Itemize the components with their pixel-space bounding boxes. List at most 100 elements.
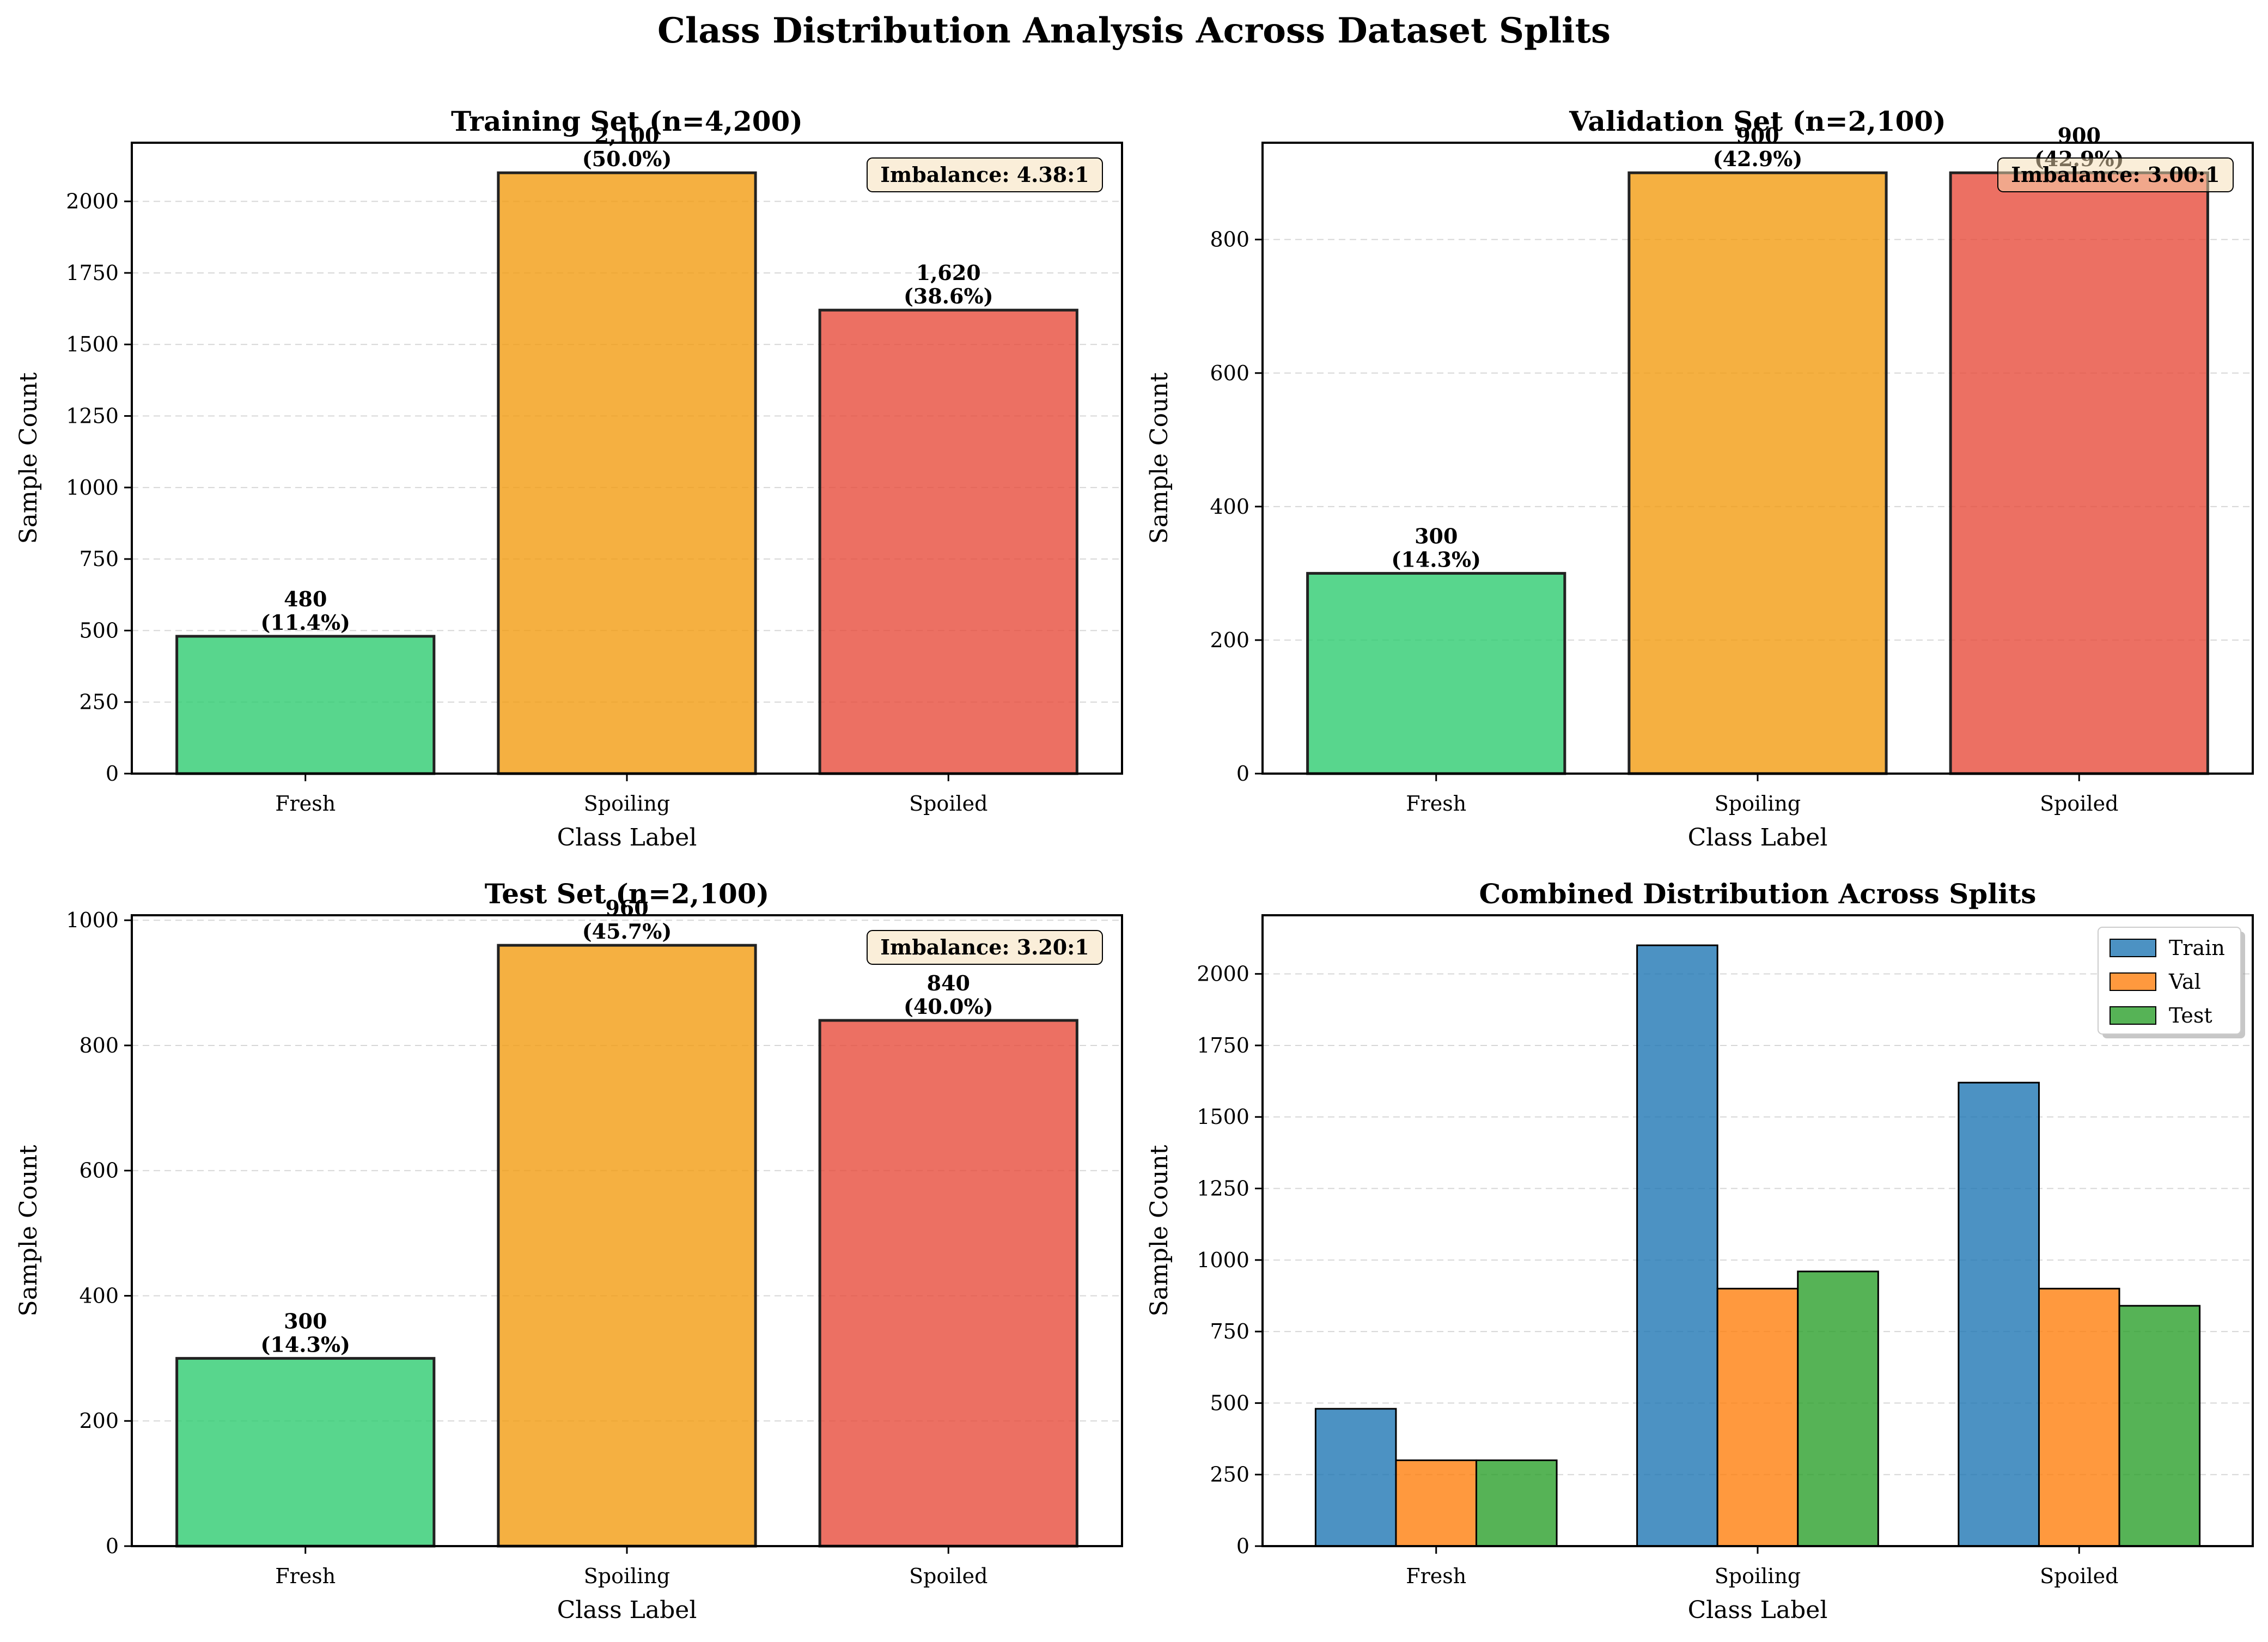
bar-value-label: 300 bbox=[1415, 524, 1458, 548]
bar bbox=[1627, 171, 1888, 775]
imbalance-box bbox=[1997, 157, 2234, 192]
x-tick-label: Fresh bbox=[275, 1564, 336, 1588]
y-tick-label: 600 bbox=[79, 1159, 119, 1183]
x-tick-label: Spoiling bbox=[1715, 1564, 1801, 1588]
bar-value-label: 840 bbox=[927, 971, 970, 995]
panels: 480(11.4%)2,100(50.0%)1,620(38.6%)025050… bbox=[15, 105, 2254, 1624]
y-tick-label: 1750 bbox=[66, 261, 119, 285]
bar bbox=[175, 635, 436, 775]
bar-value-label: 1,620 bbox=[916, 260, 981, 285]
x-axis-label: Class Label bbox=[557, 824, 697, 852]
y-tick-label: 1250 bbox=[66, 404, 119, 428]
y-tick-label: 600 bbox=[1210, 361, 1249, 385]
panel-title: Validation Set (n=2,100) bbox=[1569, 105, 1946, 137]
bar bbox=[2038, 1287, 2120, 1547]
x-axis-label: Class Label bbox=[1688, 824, 1828, 852]
y-tick-label: 0 bbox=[1236, 1534, 1249, 1558]
y-tick-label: 2000 bbox=[66, 190, 119, 214]
y-axis-label: Sample Count bbox=[15, 372, 42, 544]
y-tick-label: 800 bbox=[79, 1033, 119, 1057]
bar-percent-label: (45.7%) bbox=[582, 919, 672, 944]
bar-percent-label: (14.3%) bbox=[1391, 547, 1481, 571]
legend-label: Train bbox=[2169, 936, 2225, 960]
panel-title: Training Set (n=4,200) bbox=[451, 105, 803, 137]
y-tick-label: 400 bbox=[1210, 495, 1249, 519]
imbalance-label: Imbalance: 3.00:1 bbox=[2011, 162, 2220, 187]
bar bbox=[1306, 571, 1566, 775]
y-tick-label: 0 bbox=[106, 762, 119, 786]
bar bbox=[497, 944, 757, 1548]
legend-label: Test bbox=[2169, 1004, 2212, 1027]
legend-label: Val bbox=[2168, 970, 2201, 994]
y-tick-label: 1750 bbox=[1197, 1033, 1249, 1057]
x-tick-label: Spoiled bbox=[2040, 1564, 2118, 1588]
y-tick-label: 250 bbox=[1210, 1463, 1249, 1487]
bar-percent-label: (50.0%) bbox=[582, 147, 672, 171]
y-axis-label: Sample Count bbox=[1145, 372, 1173, 544]
panel-2: 300(14.3%)900(42.9%)900(42.9%)0200400600… bbox=[1145, 105, 2254, 852]
y-axis-label: Sample Count bbox=[15, 1145, 42, 1316]
bar-percent-label: (42.9%) bbox=[1713, 147, 1803, 171]
y-tick-label: 750 bbox=[79, 547, 119, 571]
y-tick-label: 250 bbox=[79, 690, 119, 714]
x-tick-label: Spoiled bbox=[2040, 792, 2118, 816]
x-axis-label: Class Label bbox=[557, 1596, 697, 1624]
y-tick-label: 750 bbox=[1210, 1319, 1249, 1343]
imbalance-label: Imbalance: 4.38:1 bbox=[880, 162, 1089, 187]
bar bbox=[2118, 1305, 2201, 1547]
x-tick-label: Fresh bbox=[275, 792, 336, 816]
bar-value-label: 480 bbox=[284, 587, 327, 611]
y-tick-label: 500 bbox=[79, 618, 119, 642]
x-axis-label: Class Label bbox=[1688, 1596, 1828, 1624]
y-tick-label: 1000 bbox=[66, 908, 119, 932]
bar bbox=[1797, 1270, 1879, 1547]
y-tick-label: 1250 bbox=[1197, 1177, 1249, 1201]
bar bbox=[1636, 944, 1718, 1547]
bar bbox=[1958, 1081, 2040, 1547]
x-tick-label: Fresh bbox=[1406, 1564, 1466, 1588]
bar-value-label: 300 bbox=[284, 1309, 327, 1333]
x-tick-label: Spoiled bbox=[909, 1564, 987, 1588]
legend-swatch bbox=[2110, 939, 2156, 957]
bar bbox=[1395, 1459, 1478, 1547]
x-tick-label: Fresh bbox=[1406, 792, 1466, 816]
y-tick-label: 0 bbox=[106, 1534, 119, 1558]
y-tick-label: 400 bbox=[79, 1284, 119, 1307]
y-tick-label: 0 bbox=[1236, 762, 1249, 786]
x-tick-label: Spoiling bbox=[584, 1564, 670, 1588]
y-tick-label: 1000 bbox=[66, 476, 119, 500]
bar bbox=[818, 1019, 1078, 1548]
panel-title: Test Set (n=2,100) bbox=[485, 878, 770, 910]
bar bbox=[497, 171, 757, 775]
panel-4: 0 250 500 750 1000 1250 1500 1750 2000 Fresh Spoil… bbox=[1145, 878, 2254, 1624]
bar-percent-label: (11.4%) bbox=[260, 610, 350, 635]
imbalance-box bbox=[867, 157, 1103, 192]
bar-percent-label: (38.6%) bbox=[904, 284, 993, 308]
bar bbox=[1949, 171, 2209, 775]
x-tick-label: Spoiling bbox=[1715, 792, 1801, 816]
y-tick-label: 500 bbox=[1210, 1391, 1249, 1415]
y-tick-label: 2000 bbox=[1197, 962, 1249, 986]
imbalance-box bbox=[867, 930, 1103, 965]
bar-percent-label: (40.0%) bbox=[904, 994, 993, 1019]
y-tick-label: 800 bbox=[1210, 228, 1249, 252]
y-axis-label: Sample Count bbox=[1145, 1145, 1173, 1316]
y-tick-label: 1500 bbox=[66, 332, 119, 356]
bar-percent-label: (14.3%) bbox=[260, 1332, 350, 1357]
bar bbox=[1314, 1408, 1397, 1547]
y-tick-label: 1000 bbox=[1197, 1248, 1249, 1272]
y-tick-label: 200 bbox=[1210, 628, 1249, 652]
figure-title: Class Distribution Analysis Across Datas… bbox=[657, 10, 1611, 51]
y-tick-label: 200 bbox=[79, 1409, 119, 1433]
panel-title: Combined Distribution Across Splits bbox=[1479, 878, 2037, 910]
bar bbox=[1716, 1287, 1799, 1547]
bar bbox=[818, 308, 1078, 775]
x-tick-label: Spoiled bbox=[909, 792, 987, 816]
bar bbox=[175, 1357, 436, 1548]
bar-value-label: 900 bbox=[2058, 123, 2101, 148]
bar bbox=[1476, 1459, 1558, 1547]
panel-1: 480(11.4%)2,100(50.0%)1,620(38.6%)025050… bbox=[15, 105, 1123, 852]
legend-swatch bbox=[2110, 972, 2156, 991]
imbalance-label: Imbalance: 3.20:1 bbox=[880, 935, 1089, 959]
